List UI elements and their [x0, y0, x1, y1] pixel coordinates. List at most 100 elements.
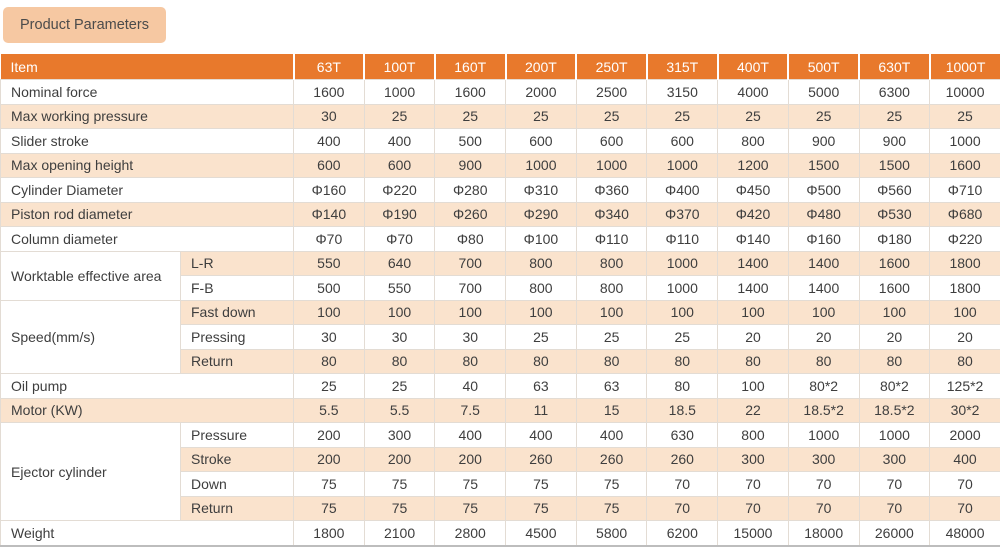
cell-value: 70: [717, 495, 789, 521]
cell-value: 260: [505, 446, 577, 472]
row-sublabel: Stroke: [179, 446, 295, 472]
cell-value: 700: [434, 250, 507, 276]
cell-value: Φ110: [575, 226, 648, 252]
cell-value: 80: [575, 348, 648, 374]
cell-value: 600: [363, 152, 436, 178]
cell-value: 63: [575, 373, 648, 399]
cell-value: 300: [787, 446, 860, 472]
cell-value: 1000: [505, 152, 577, 178]
cell-value: 900: [858, 128, 931, 154]
cell-value: 75: [434, 495, 507, 521]
cell-value: 70: [646, 495, 719, 521]
cell-value: 900: [434, 152, 507, 178]
table-row: Ejector cylinder Pressure 200 300 400 400 400 6…: [0, 422, 1000, 521]
cell-value: 3150: [646, 79, 719, 105]
cell-value: 1000: [858, 422, 931, 448]
table-row: Oil pump 25 25 40 63 63 80 100 80*2 80*2 125*2: [0, 373, 1000, 399]
cell-value: 25: [575, 103, 648, 129]
cell-value: Φ160: [787, 226, 860, 252]
cell-value: 1600: [929, 152, 1000, 178]
model-column-header: 315T: [645, 54, 718, 80]
row-sublabel: Down: [179, 471, 295, 497]
cell-value: 300: [363, 422, 436, 448]
product-parameters-button[interactable]: Product Parameters: [3, 7, 166, 43]
cell-value: 1000: [929, 128, 1000, 154]
cell-value: 75: [505, 471, 577, 497]
cell-value: 500: [434, 128, 507, 154]
cell-value: 600: [646, 128, 719, 154]
table-header-row: Item 63T 100T 160T 200T 250T 315T 400T 500T 630T 1…: [0, 54, 1000, 80]
cell-value: 70: [929, 471, 1000, 497]
cell-value: 80: [505, 348, 577, 374]
cell-value: Φ360: [575, 177, 648, 203]
row-group-label: Worktable effective area: [0, 250, 181, 301]
cell-value: 40: [434, 373, 507, 399]
row-label: Weight: [0, 520, 295, 546]
cell-value: 30: [434, 324, 507, 350]
cell-value: Φ70: [363, 226, 436, 252]
cell-value: Φ310: [505, 177, 577, 203]
cell-value: 125*2: [929, 373, 1000, 399]
cell-value: 18.5: [646, 397, 719, 423]
cell-value: 800: [717, 128, 789, 154]
cell-value: 75: [434, 471, 507, 497]
cell-value: 100: [787, 299, 860, 325]
row-sublabel: Pressing: [179, 324, 295, 350]
cell-value: 400: [505, 422, 577, 448]
parameters-table: Item 63T 100T 160T 200T 250T 315T 400T 500T 630T 1…: [0, 54, 1000, 547]
cell-value: 25: [929, 103, 1000, 129]
cell-value: Φ290: [505, 201, 577, 227]
cell-value: Φ190: [363, 201, 436, 227]
cell-value: 1000: [575, 152, 648, 178]
cell-value: 2100: [363, 520, 436, 546]
cell-value: 1400: [717, 250, 789, 276]
row-sublabel: Return: [179, 495, 295, 521]
cell-value: 1600: [858, 275, 931, 301]
row-group-label: Speed(mm/s): [0, 299, 181, 374]
row-label: Column diameter: [0, 226, 295, 252]
cell-value: 800: [575, 250, 648, 276]
cell-value: 600: [293, 152, 365, 178]
cell-value: 25: [646, 324, 719, 350]
cell-value: 70: [858, 495, 931, 521]
cell-value: 70: [787, 495, 860, 521]
cell-value: 80: [646, 348, 719, 374]
cell-value: 20: [787, 324, 860, 350]
cell-value: 10000: [929, 79, 1000, 105]
cell-value: 70: [787, 471, 860, 497]
table-body: Nominal force 1600 1000 1600 2000 2500 3150 400…: [0, 79, 1000, 546]
cell-value: Φ450: [717, 177, 789, 203]
cell-value: 550: [293, 250, 365, 276]
row-label: Max working pressure: [0, 103, 295, 129]
cell-value: 20: [858, 324, 931, 350]
cell-value: Φ80: [434, 226, 507, 252]
cell-value: 80: [717, 348, 789, 374]
cell-value: 75: [575, 495, 648, 521]
cell-value: 6200: [646, 520, 719, 546]
table-row: Slider stroke 400 400 500 600 600 600 800 900 900…: [0, 128, 1000, 154]
cell-value: Φ560: [858, 177, 931, 203]
cell-value: 400: [293, 128, 365, 154]
cell-value: Φ530: [858, 201, 931, 227]
cell-value: 25: [363, 103, 436, 129]
cell-value: 1400: [787, 275, 860, 301]
cell-value: 550: [363, 275, 436, 301]
cell-value: 30: [363, 324, 436, 350]
table-row: Max opening height 600 600 900 1000 1000 1000 1…: [0, 152, 1000, 178]
cell-value: 100: [363, 299, 436, 325]
cell-value: 1800: [293, 520, 365, 546]
cell-value: 80: [929, 348, 1000, 374]
row-label: Max opening height: [0, 152, 295, 178]
cell-value: Φ160: [293, 177, 365, 203]
cell-value: Φ220: [929, 226, 1000, 252]
row-sublabel: Pressure: [179, 422, 295, 448]
cell-value: 1800: [929, 275, 1000, 301]
cell-value: 4000: [717, 79, 789, 105]
cell-value: 75: [363, 495, 436, 521]
cell-value: 25: [858, 103, 931, 129]
table-row: Cylinder Diameter Φ160 Φ220 Φ280 Φ310 Φ360 Φ40…: [0, 177, 1000, 203]
table-row: F-B 500 550 700 800 800 1000 1400 1400 1600 1800: [1, 275, 1000, 301]
cell-value: 5.5: [293, 397, 365, 423]
cell-value: 20: [717, 324, 789, 350]
cell-value: Φ400: [646, 177, 719, 203]
